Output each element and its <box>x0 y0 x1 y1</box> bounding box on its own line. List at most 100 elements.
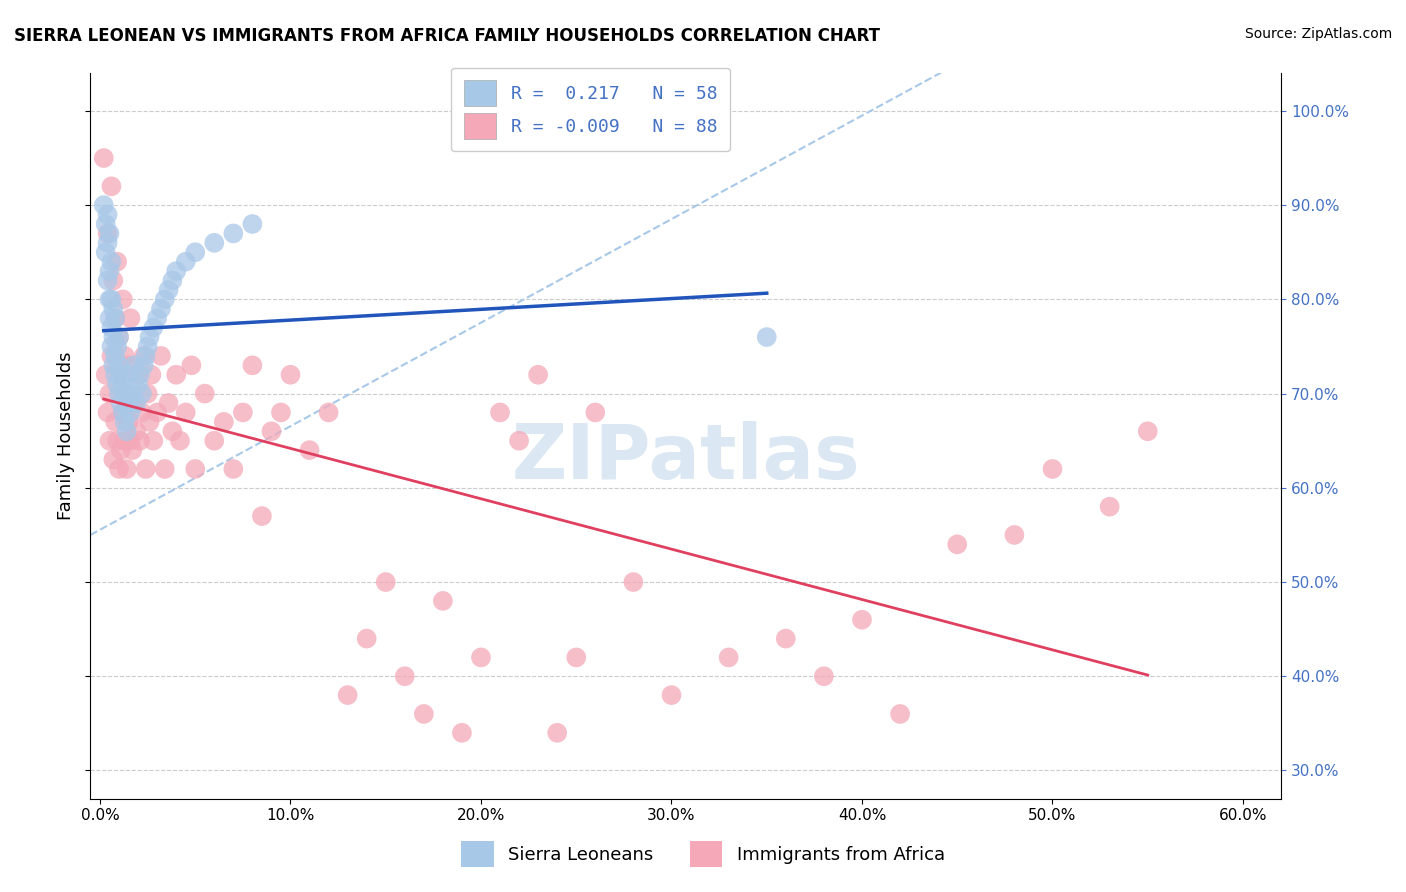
Point <box>100 349 122 363</box>
Point <box>621 575 644 590</box>
Point <box>105 254 128 268</box>
Point <box>111 405 134 419</box>
Point <box>194 386 217 401</box>
Point <box>111 377 134 392</box>
Point <box>125 425 148 439</box>
Point <box>146 311 169 326</box>
Point <box>94 217 117 231</box>
Point <box>813 669 835 683</box>
Point <box>115 425 138 439</box>
Point <box>242 217 264 231</box>
Point <box>546 726 568 740</box>
Point <box>946 537 969 551</box>
Point <box>527 368 550 382</box>
Point <box>165 368 187 382</box>
Point <box>232 405 254 419</box>
Point <box>117 368 139 382</box>
Point <box>114 349 136 363</box>
Point <box>108 330 131 344</box>
Point <box>97 273 120 287</box>
Point <box>103 452 125 467</box>
Point <box>108 330 131 344</box>
Point <box>470 650 492 665</box>
Point <box>120 311 142 326</box>
Y-axis label: Family Households: Family Households <box>58 351 75 520</box>
Point <box>165 264 187 278</box>
Point <box>336 688 359 702</box>
Point <box>851 613 873 627</box>
Point <box>121 386 143 401</box>
Point <box>356 632 378 646</box>
Point <box>131 405 153 419</box>
Point <box>98 293 121 307</box>
Point <box>93 151 115 165</box>
Point <box>1136 425 1159 439</box>
Point <box>222 462 245 476</box>
Point <box>98 386 121 401</box>
Point <box>222 227 245 241</box>
Text: ZIPatlas: ZIPatlas <box>512 421 860 495</box>
Point <box>298 443 321 458</box>
Point <box>103 330 125 344</box>
Point <box>94 245 117 260</box>
Point <box>212 415 235 429</box>
Point <box>104 311 127 326</box>
Point <box>105 339 128 353</box>
Point <box>1002 528 1025 542</box>
Point <box>129 368 152 382</box>
Text: SIERRA LEONEAN VS IMMIGRANTS FROM AFRICA FAMILY HOUSEHOLDS CORRELATION CHART: SIERRA LEONEAN VS IMMIGRANTS FROM AFRICA… <box>14 27 880 45</box>
Point <box>98 311 121 326</box>
Point <box>120 405 142 419</box>
Point <box>162 425 184 439</box>
Point <box>103 273 125 287</box>
Point <box>129 434 152 448</box>
Point <box>153 462 176 476</box>
Point <box>104 415 127 429</box>
Point <box>110 368 132 382</box>
Point <box>98 264 121 278</box>
Point <box>103 359 125 373</box>
Point <box>114 386 136 401</box>
Point <box>125 396 148 410</box>
Point <box>318 405 340 419</box>
Point <box>115 462 138 476</box>
Point <box>97 208 120 222</box>
Point <box>135 349 157 363</box>
Point <box>412 706 434 721</box>
Point <box>149 349 172 363</box>
Point <box>184 245 207 260</box>
Point <box>104 349 127 363</box>
Point <box>117 396 139 410</box>
Point <box>100 179 122 194</box>
Point <box>136 386 159 401</box>
Point <box>132 349 155 363</box>
Point <box>889 706 911 721</box>
Point <box>93 198 115 212</box>
Point <box>583 405 606 419</box>
Point <box>97 227 120 241</box>
Point <box>270 405 292 419</box>
Point <box>105 434 128 448</box>
Point <box>104 311 127 326</box>
Point <box>202 434 225 448</box>
Point <box>97 405 120 419</box>
Point <box>100 293 122 307</box>
Point <box>94 368 117 382</box>
Point <box>98 434 121 448</box>
Point <box>1098 500 1121 514</box>
Point <box>108 386 131 401</box>
Point <box>127 377 149 392</box>
Point <box>132 359 155 373</box>
Legend: Sierra Leoneans, Immigrants from Africa: Sierra Leoneans, Immigrants from Africa <box>454 834 952 874</box>
Point <box>174 405 197 419</box>
Point <box>110 368 132 382</box>
Point <box>142 320 165 334</box>
Point <box>661 688 683 702</box>
Point <box>127 368 149 382</box>
Point <box>508 434 530 448</box>
Point <box>98 227 121 241</box>
Point <box>138 330 160 344</box>
Point <box>202 235 225 250</box>
Point <box>97 235 120 250</box>
Point <box>184 462 207 476</box>
